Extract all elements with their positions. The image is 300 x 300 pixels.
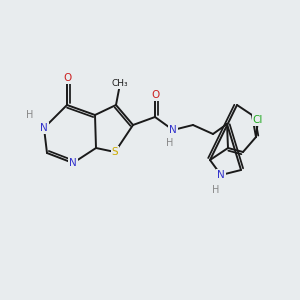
Text: N: N (217, 170, 225, 180)
Text: O: O (151, 90, 159, 100)
Text: S: S (112, 147, 118, 157)
Text: CH₃: CH₃ (112, 80, 128, 88)
Text: H: H (166, 138, 174, 148)
Text: H: H (26, 110, 34, 120)
Text: N: N (169, 125, 177, 135)
Text: N: N (40, 123, 48, 133)
Text: H: H (212, 185, 220, 195)
Text: N: N (69, 158, 77, 168)
Text: O: O (63, 73, 71, 83)
Text: Cl: Cl (253, 115, 263, 125)
